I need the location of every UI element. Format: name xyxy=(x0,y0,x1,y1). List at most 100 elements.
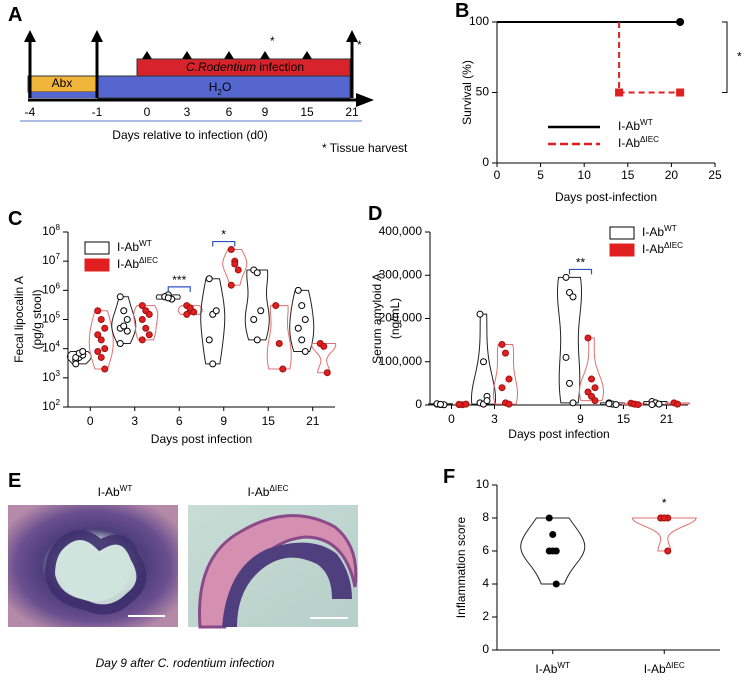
y-tick-label-part: 10 xyxy=(42,283,56,297)
y-tick-label: 8 xyxy=(482,510,489,524)
data-point xyxy=(101,365,109,373)
y-tick-label-part: 2 xyxy=(482,609,489,623)
significance-mark-part: ** xyxy=(576,256,586,270)
image-title-part: I-Ab xyxy=(98,485,120,499)
data-point xyxy=(437,400,444,408)
data-point xyxy=(502,349,509,357)
x-tick-label-part: 10 xyxy=(578,168,592,182)
significance-bracket xyxy=(167,286,191,292)
data-point xyxy=(562,273,570,281)
y-tick-label-part: 6 xyxy=(55,281,60,290)
data-point xyxy=(483,397,491,405)
x-tick-label: I-AbΔIEC xyxy=(644,661,685,677)
significance-mark: * xyxy=(221,228,226,242)
y-tick-label-part: 3 xyxy=(55,368,60,377)
data-point xyxy=(97,316,105,323)
x-tick-label-part: 21 xyxy=(660,412,674,426)
violin xyxy=(427,403,454,406)
data-point xyxy=(123,316,131,323)
timeline-tick-label: -4 xyxy=(25,105,36,119)
violin xyxy=(244,269,270,341)
legend-label-part: I-Ab xyxy=(618,136,640,150)
x-axis-label-part: Days post infection xyxy=(151,432,252,446)
y-tick-label-part: 10 xyxy=(476,477,490,491)
violin xyxy=(289,289,315,352)
data-point xyxy=(72,360,80,368)
data-point xyxy=(209,360,217,368)
violin xyxy=(520,517,586,585)
data-point xyxy=(275,340,283,348)
x-tick-label-part: 3 xyxy=(131,414,138,428)
x-tick-label-part: 15 xyxy=(262,414,276,428)
data-point xyxy=(480,358,487,366)
y-tick-label-part: 0 xyxy=(415,397,422,411)
image-title: I-AbΔIEC xyxy=(247,484,288,500)
y-tick-label-part: 8 xyxy=(55,223,60,232)
water-bar xyxy=(28,92,98,98)
y-tick-label-part: 100 xyxy=(469,14,489,28)
significance-bracket xyxy=(722,21,728,93)
data-point xyxy=(498,384,506,392)
data-point xyxy=(234,266,242,274)
legend-swatch xyxy=(609,243,635,257)
x-tick-label: 9 xyxy=(220,414,227,428)
y-tick-label-part: 7 xyxy=(55,252,60,261)
significance-mark: * xyxy=(662,496,667,510)
data-point xyxy=(145,331,153,339)
y-tick-label: 4 xyxy=(482,576,489,590)
data-point xyxy=(138,316,146,323)
significance-bracket xyxy=(212,240,236,247)
up-arrow-head xyxy=(346,30,358,42)
survival-point xyxy=(615,88,624,97)
infection-label: C.Rodentium infection xyxy=(186,60,304,74)
x-axis-label-part: Days post infection xyxy=(508,427,609,441)
y-tick-label: 0 xyxy=(482,642,489,656)
data-point xyxy=(660,514,668,522)
x-tick-label-part: 6 xyxy=(176,414,183,428)
data-point xyxy=(227,246,235,254)
abx-label-part: Abx xyxy=(52,76,73,90)
panel-label-part: F xyxy=(443,466,455,488)
data-point xyxy=(120,322,128,330)
legend-label: I-AbΔIEC xyxy=(642,241,683,257)
water-label: H2O xyxy=(209,80,232,96)
legend-label-part: WT xyxy=(640,118,653,127)
significance-mark-part: * xyxy=(737,49,742,63)
y-tick-label-part: 8 xyxy=(482,510,489,524)
timeline-tick-label: 0 xyxy=(144,105,151,119)
panel-label-part: A xyxy=(8,4,22,26)
image-caption-part: C. rodentium xyxy=(158,656,227,670)
timeline-tick-label-part: 15 xyxy=(300,105,314,119)
data-point xyxy=(569,293,577,301)
legend-label-part: I-Ab xyxy=(642,242,664,256)
panel-label-part: B xyxy=(455,0,469,22)
significance-mark-part: *** xyxy=(172,273,186,287)
x-tick-label: 21 xyxy=(306,414,320,428)
y-tick-label-part: 0 xyxy=(482,155,489,169)
x-tick-label: 21 xyxy=(660,412,674,426)
data-point xyxy=(253,269,261,277)
legend-label-part: ΔIEC xyxy=(640,135,659,144)
y-axis-label-part: Serum amyloid A xyxy=(370,273,384,364)
image-caption: Day 9 after C. rodentium infection xyxy=(96,656,275,670)
data-point xyxy=(569,399,577,407)
violin xyxy=(664,402,691,405)
data-point xyxy=(588,375,595,383)
y-tick-label-part: 5 xyxy=(55,310,60,319)
y-tick-label-part: 4 xyxy=(482,576,489,590)
violin xyxy=(155,294,181,300)
legend-label-part: I-Ab xyxy=(117,240,139,254)
data-point xyxy=(298,302,306,310)
y-tick-label: 104 xyxy=(42,339,60,355)
violin xyxy=(492,343,519,405)
legend-label: I-AbWT xyxy=(117,239,152,255)
legend-swatch xyxy=(609,226,635,240)
data-point xyxy=(301,316,309,323)
legend-label-part: WT xyxy=(139,239,152,248)
timeline-note-part: * Tissue harvest xyxy=(322,141,408,155)
x-axis-label: Days post infection xyxy=(151,432,252,446)
y-tick-label-part: 100,000 xyxy=(379,354,423,368)
violin xyxy=(200,278,226,365)
violin xyxy=(556,276,583,404)
image-title-part: WT xyxy=(120,484,133,493)
